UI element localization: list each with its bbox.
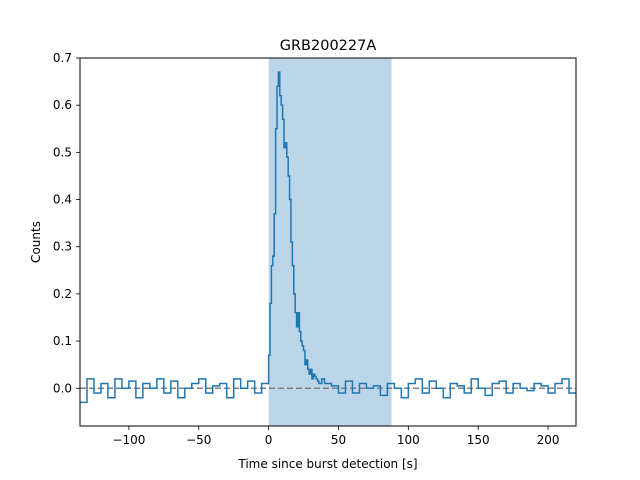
x-tick-label: −50 xyxy=(186,433,211,447)
x-tick-label: 100 xyxy=(397,433,420,447)
x-tick-label: −100 xyxy=(112,433,145,447)
y-tick-label: 0.1 xyxy=(53,334,72,348)
series-line-0 xyxy=(80,71,576,404)
highlight-span xyxy=(268,58,392,426)
chart-title: GRB200227A xyxy=(280,38,377,54)
highlight-span-layer xyxy=(268,58,392,426)
x-tick-label: 0 xyxy=(265,433,273,447)
y-tick-label: 0.6 xyxy=(53,98,72,112)
y-tick-label: 0.2 xyxy=(53,287,72,301)
series-layer xyxy=(80,71,576,404)
x-tick-label: 200 xyxy=(537,433,560,447)
plot-frame xyxy=(79,57,577,427)
y-tick-label: 0.3 xyxy=(53,240,72,254)
plot-area xyxy=(80,58,576,426)
x-ticks: −100 −50 0 50 100 150 200 xyxy=(112,426,560,447)
y-tick-label: 0.0 xyxy=(53,381,72,395)
x-tick-label: 50 xyxy=(331,433,346,447)
y-tick-label: 0.7 xyxy=(53,51,72,65)
y-tick-label: 0.4 xyxy=(53,193,72,207)
x-tick-label: 150 xyxy=(467,433,490,447)
y-axis-label: Counts xyxy=(29,221,43,263)
y-ticks: 0.0 0.1 0.2 0.3 0.4 0.5 0.6 0.7 xyxy=(53,51,80,395)
y-tick-label: 0.5 xyxy=(53,145,72,159)
x-axis-label: Time since burst detection [s] xyxy=(237,457,417,471)
